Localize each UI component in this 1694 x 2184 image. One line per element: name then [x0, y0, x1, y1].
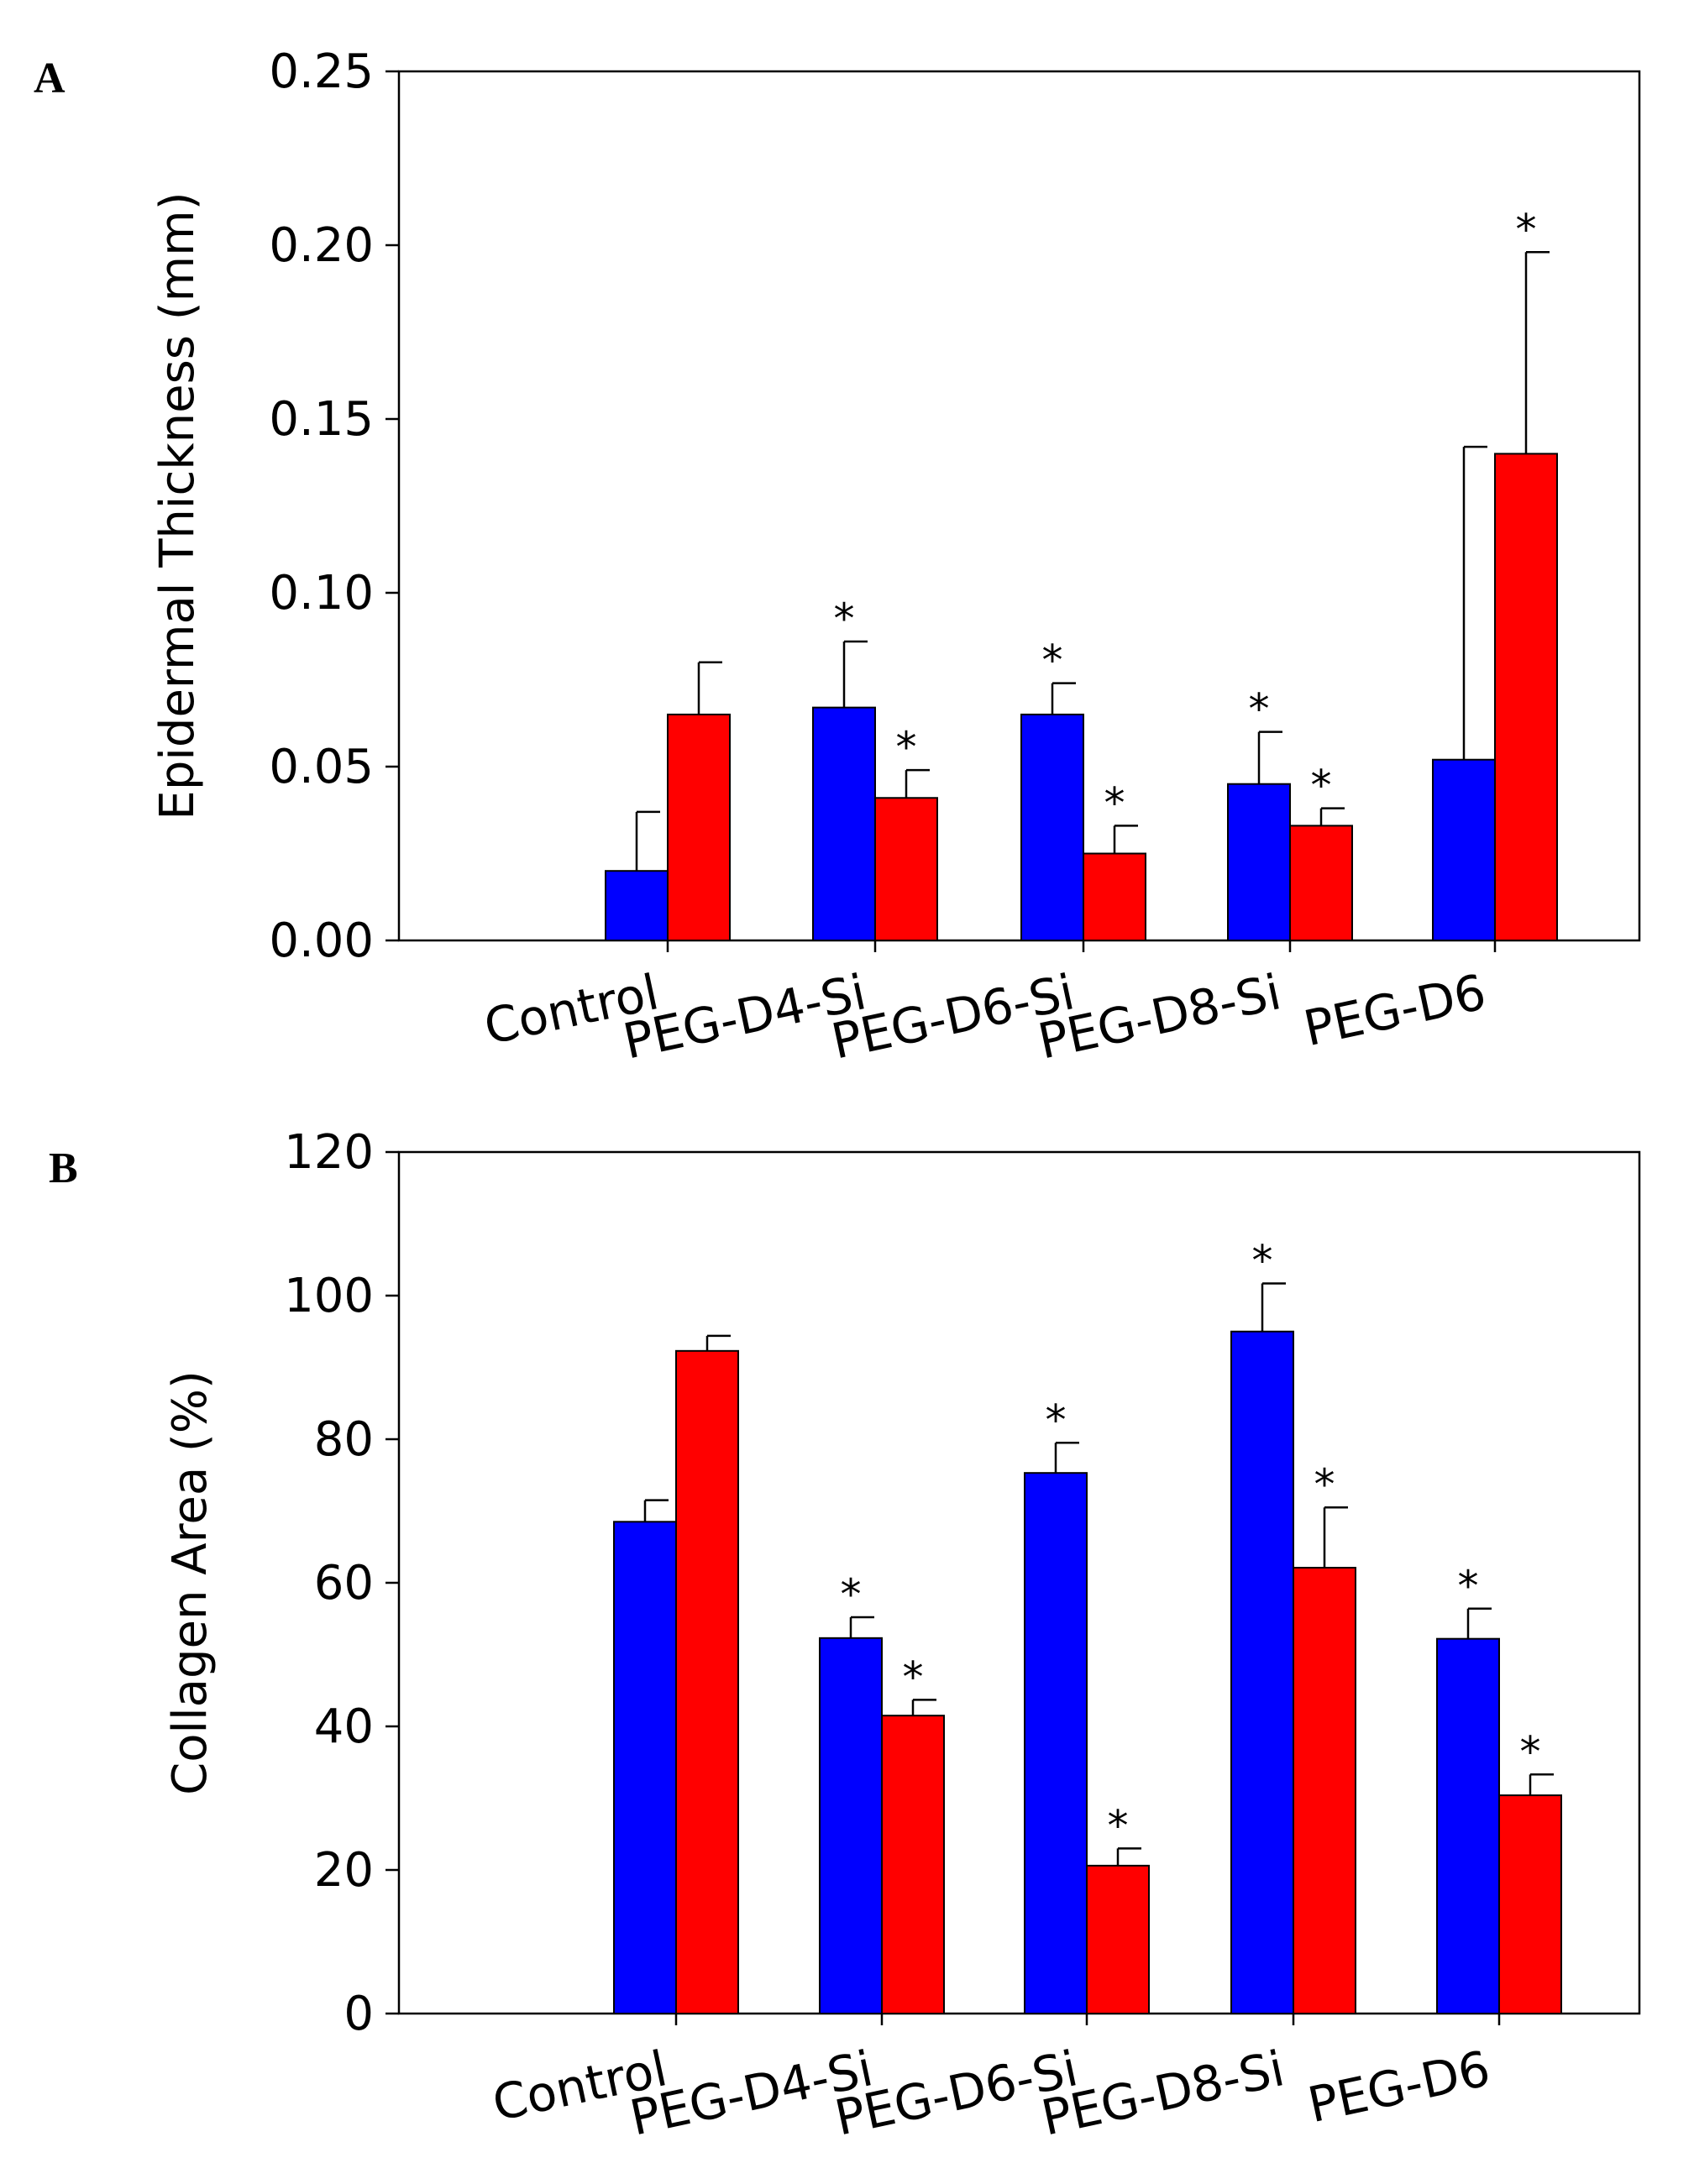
bar-red: [1498, 1794, 1562, 2015]
bar-red: [874, 797, 938, 942]
bar-blue: [613, 1521, 677, 2014]
bar-blue: [819, 1637, 883, 2014]
bar-blue: [1020, 713, 1084, 942]
significance-star: *: [1046, 1396, 1067, 1444]
bar-red: [1289, 825, 1353, 941]
y-tick-label: 0.25: [269, 45, 374, 99]
significance-star: *: [1516, 205, 1537, 254]
y-tick-label: 80: [314, 1412, 374, 1467]
y-tick-label: 0.00: [269, 914, 374, 968]
bar-blue: [605, 870, 669, 941]
plot-frame: [397, 70, 1641, 942]
panel-label: A: [34, 55, 66, 102]
bar-red: [1494, 453, 1558, 941]
y-tick-label: 120: [284, 1125, 374, 1180]
bar-red: [1293, 1567, 1356, 2015]
y-tick-label: 0.15: [269, 392, 374, 447]
significance-star: *: [1520, 1727, 1541, 1776]
bar-blue: [812, 706, 876, 941]
significance-star: *: [903, 1652, 924, 1701]
significance-star: *: [1311, 762, 1332, 810]
y-axis-title: Epidermal Thickness (mm): [150, 191, 205, 820]
y-tick-label: 20: [314, 1843, 374, 1898]
y-tick-label: 60: [314, 1556, 374, 1611]
bar-blue: [1024, 1472, 1088, 2015]
significance-star: *: [1108, 1801, 1129, 1850]
y-axis-title: Collagen Area (%): [163, 1370, 218, 1795]
significance-star: *: [896, 723, 917, 772]
bar-red: [667, 713, 731, 942]
y-tick-label: 0.10: [269, 566, 374, 621]
significance-star: *: [1104, 778, 1125, 827]
bar-blue: [1436, 1637, 1500, 2014]
bar-red: [675, 1349, 739, 2014]
bar-red: [1083, 852, 1146, 941]
panel-label: B: [49, 1144, 78, 1192]
y-tick-label: 40: [314, 1700, 374, 1754]
bar-red: [1086, 1864, 1150, 2015]
y-tick-label: 0: [344, 1987, 374, 2041]
significance-star: *: [1314, 1460, 1335, 1509]
significance-star: *: [1249, 685, 1270, 734]
significance-star: *: [841, 1570, 862, 1619]
bar-blue: [1432, 758, 1496, 941]
y-tick-label: 100: [284, 1269, 374, 1323]
significance-star: *: [1252, 1236, 1273, 1285]
y-tick-label: 0.05: [269, 740, 374, 794]
significance-star: *: [834, 594, 855, 643]
bar-blue: [1230, 1330, 1294, 2014]
bar-blue: [1227, 783, 1291, 942]
y-tick-label: 0.20: [269, 218, 374, 273]
significance-star: *: [1042, 636, 1063, 685]
significance-star: *: [1458, 1562, 1479, 1611]
bar-red: [881, 1715, 945, 2015]
